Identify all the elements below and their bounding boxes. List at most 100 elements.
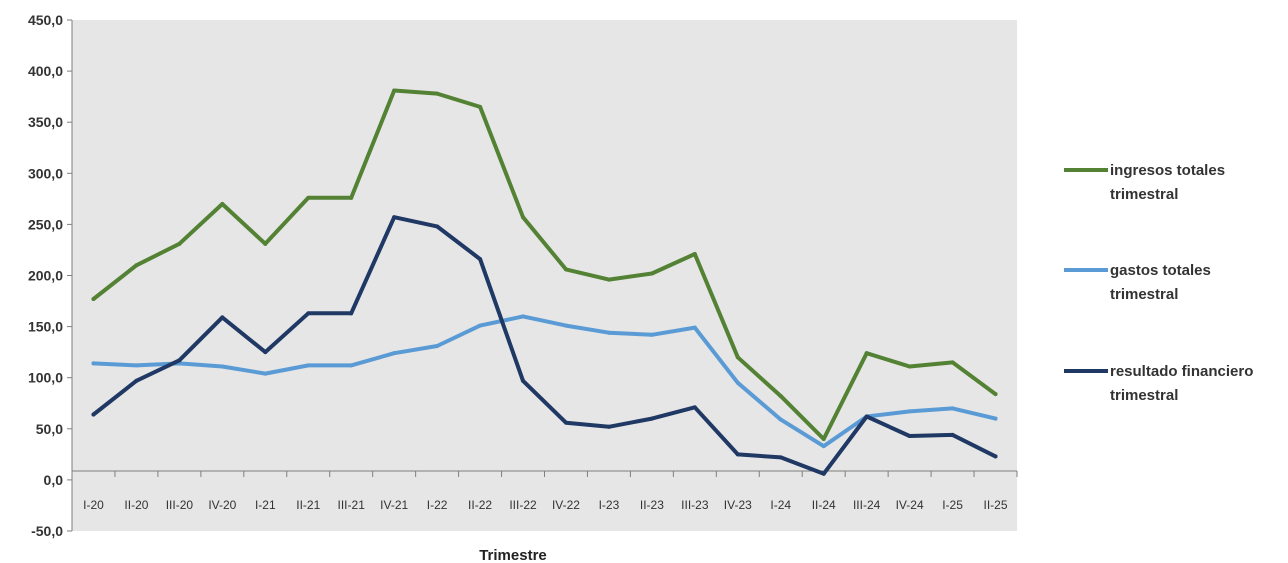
data-point [606,277,611,282]
legend-item-1: ingresos totales trimestral [1064,162,1225,203]
data-point [735,452,740,457]
data-point [392,88,397,93]
legend-label: resultado financiero [1110,363,1253,380]
x-tick-label: I-20 [83,498,104,512]
y-tick-label: -50,0 [31,523,63,539]
x-tick-label: IV-21 [380,498,408,512]
y-tick-label: 300,0 [28,165,63,181]
y-tick-label: 350,0 [28,114,63,130]
data-point [950,406,955,411]
data-point [478,323,483,328]
x-tick-label: II-21 [296,498,320,512]
data-point [993,416,998,421]
data-point [392,351,397,356]
data-point [220,315,225,320]
data-point [649,271,654,276]
x-tick-label: III-24 [853,498,881,512]
data-point [993,454,998,459]
data-point [563,323,568,328]
x-axis: I-20 II-20 III-20 IV-20 I-21 II-21 III-21 IV-21… [71,470,1018,512]
x-tick-label: II-23 [640,498,664,512]
data-point [263,241,268,246]
data-point [521,378,526,383]
legend-label: ingresos totales [1110,162,1225,179]
x-tick-label: I-23 [599,498,620,512]
data-point [778,455,783,460]
data-point [907,364,912,369]
data-point [735,380,740,385]
y-tick-label: 0,0 [44,472,64,488]
data-point [220,364,225,369]
data-point [134,263,139,268]
data-point [692,325,697,330]
data-point [907,433,912,438]
x-tick-label: IV-23 [724,498,752,512]
data-point [478,104,483,109]
plot-area-background [72,20,1017,531]
y-tick-label: 200,0 [28,268,63,284]
data-point [950,360,955,365]
legend-label: trimestral [1110,387,1178,404]
data-point [91,297,96,302]
data-point [521,215,526,220]
x-tick-label: III-21 [338,498,366,512]
x-tick-label: III-22 [509,498,537,512]
data-point [606,424,611,429]
data-point [306,311,311,316]
x-tick-label: III-20 [166,498,194,512]
series-layer [91,88,998,476]
data-point [563,267,568,272]
x-tick-label: II-20 [124,498,148,512]
series-line-3 [91,215,998,476]
data-point [349,363,354,368]
data-point [907,409,912,414]
x-tick-label: II-24 [812,498,836,512]
data-point [821,437,826,442]
data-point [349,195,354,200]
legend-label: trimestral [1110,286,1178,303]
data-point [263,371,268,376]
y-tick-label: 450,0 [28,12,63,28]
data-point [91,412,96,417]
data-point [435,91,440,96]
data-point [306,363,311,368]
x-tick-label: IV-20 [208,498,236,512]
x-axis-title: Trimestre [479,547,547,563]
data-point [821,471,826,476]
data-point [349,311,354,316]
x-tick-label: II-22 [468,498,492,512]
data-point [864,414,869,419]
legend-item-3: resultado financiero trimestral [1064,363,1253,404]
legend-item-2: gastos totales trimestral [1064,262,1211,303]
series-line-1 [91,88,998,441]
data-point [692,405,697,410]
data-point [435,344,440,349]
x-tick-label: IV-22 [552,498,580,512]
x-tick-label: I-25 [942,498,963,512]
x-tick-label: I-22 [427,498,448,512]
y-tick-label: 50,0 [36,421,63,437]
data-point [649,416,654,421]
data-point [220,201,225,206]
data-point [864,351,869,356]
data-point [263,350,268,355]
data-point [134,363,139,368]
data-point [134,378,139,383]
y-tick-label: 150,0 [28,319,63,335]
legend-label: trimestral [1110,186,1178,203]
data-point [521,314,526,319]
y-tick-label: 100,0 [28,370,63,386]
data-point [435,224,440,229]
y-tick-label: 400,0 [28,63,63,79]
data-point [950,432,955,437]
data-point [692,252,697,257]
x-tick-label: II-25 [984,498,1008,512]
data-point [306,195,311,200]
y-axis: -50,0 0,0 50,0 100,0 150,0 200,0 250,0 300,0 350… [28,12,73,539]
data-point [778,394,783,399]
data-point [478,257,483,262]
x-tick-label: I-24 [770,498,791,512]
data-point [392,215,397,220]
